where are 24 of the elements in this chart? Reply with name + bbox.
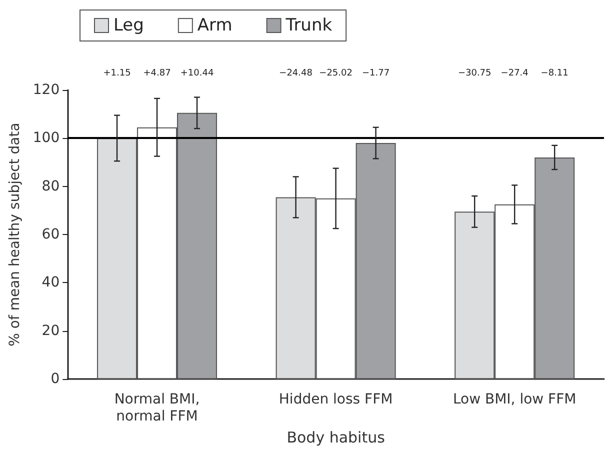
text: −24.48: [279, 68, 313, 78]
legend-label: Arm: [197, 16, 232, 36]
text: +10.44: [180, 68, 214, 78]
y-tick-label: 20: [42, 322, 60, 339]
x-tick-label: Hidden loss FFM: [278, 392, 393, 408]
text: −8.11: [540, 68, 568, 78]
text: −1.77: [362, 68, 390, 78]
y-tick-label: 80: [42, 178, 60, 194]
y-axis-title: % of mean healthy subject data: [7, 122, 23, 346]
y-tick-label: 60: [42, 226, 60, 243]
legend-label: Trunk: [284, 16, 332, 36]
y-tick-label: 40: [42, 274, 60, 291]
text: +1.15: [103, 68, 131, 78]
text: +4.87: [143, 68, 171, 78]
x-axis-title: Body habitus: [286, 428, 386, 446]
x-tick-label: Normal BMI, normal FFM: [114, 392, 200, 425]
text: −30.75: [458, 68, 492, 78]
text: −27.4: [500, 68, 529, 78]
y-tick-label: 120: [32, 82, 60, 98]
text: −25.02: [319, 68, 352, 78]
y-tick-label: 100: [32, 130, 60, 146]
legend-label: Leg: [114, 16, 144, 36]
x-tick-label: Low BMI, low FFM: [452, 392, 576, 408]
y-tick-label: 0: [50, 371, 60, 388]
